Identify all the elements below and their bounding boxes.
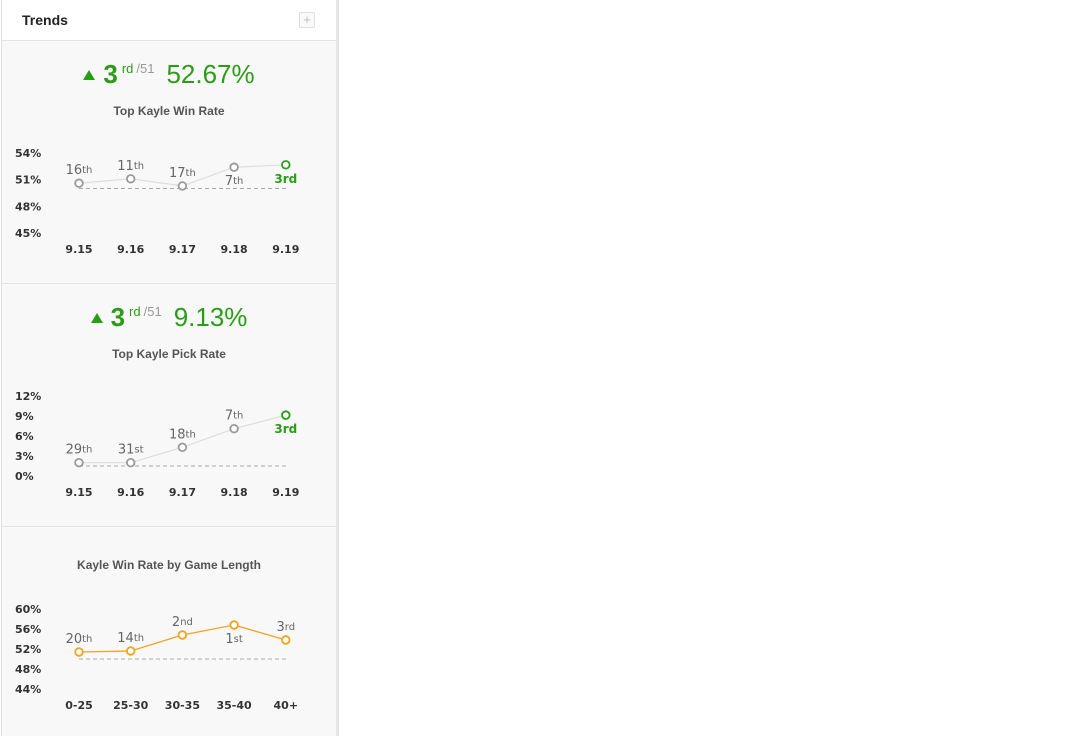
x-tick-label: 30-35 [165, 699, 200, 712]
win-rate-value: 52.67% [166, 59, 255, 89]
rank-total: /51 [143, 304, 162, 319]
rank-label: 7th [225, 174, 244, 189]
y-tick-label: 52% [15, 643, 41, 656]
win-rate-chart: 54% 51% 48% 45% 9.15 9.16 9.17 9.18 9.19 16th 11th… [15, 147, 299, 256]
rank-number: 3 [103, 59, 118, 89]
pick-rate-chart: 12% 9% 6% 3% 0% 9.15 9.16 9.17 9.18 9.19 29th 31st 1… [15, 390, 299, 499]
y-tick-label: 9% [15, 410, 34, 423]
data-point[interactable] [281, 635, 291, 645]
data-point[interactable] [229, 423, 239, 434]
rank-total: /51 [136, 61, 155, 76]
data-point[interactable] [229, 162, 239, 172]
rank-label: 3rd [274, 422, 297, 436]
rank-label: 3rd [277, 620, 296, 635]
x-tick-label: 9.19 [272, 486, 299, 499]
y-tick-label: 3% [15, 450, 34, 463]
data-point[interactable] [74, 457, 84, 468]
rank-label: 1st [225, 632, 242, 647]
data-point[interactable] [74, 647, 84, 657]
rank-label: 20th [66, 632, 93, 647]
series-line-segment [130, 446, 183, 464]
up-arrow-icon [83, 70, 96, 80]
series-line-segment [182, 428, 235, 448]
x-tick-label: 0-25 [65, 699, 93, 712]
panel-header: Trends + [2, 0, 336, 41]
data-point[interactable] [281, 410, 291, 420]
data-point[interactable] [229, 620, 239, 630]
y-tick-label: 56% [15, 623, 41, 636]
game-length-section: Kayle Win Rate by Game Length 60% 56% 52% 4… [2, 527, 336, 736]
data-point[interactable] [177, 181, 188, 191]
rank-label: 18th [169, 427, 196, 442]
game-length-chart: 60% 56% 52% 48% 44% 0-25 25-30 30-35 35-40 40+ 20t… [15, 603, 299, 712]
series-line-segment [78, 650, 131, 653]
y-tick-label: 54% [15, 147, 41, 160]
x-tick-label: 9.16 [117, 243, 144, 256]
series-line-segment [182, 166, 235, 187]
data-point[interactable] [281, 160, 291, 170]
rank-number: 3 [110, 302, 126, 332]
rank-label: 2nd [172, 615, 193, 630]
y-tick-label: 48% [15, 663, 41, 676]
rank-label: 17th [169, 166, 196, 181]
x-tick-label: 9.16 [117, 486, 144, 499]
x-tick-label: 9.17 [169, 486, 196, 499]
pick-rate-value: 9.13% [173, 302, 248, 332]
series-line-segment [182, 624, 235, 636]
y-tick-label: 48% [15, 200, 41, 213]
panel-title: Trends [22, 12, 68, 28]
data-point[interactable] [177, 442, 188, 453]
chart-title: Top Kayle Win Rate [113, 104, 225, 118]
rank-suffix: rd [121, 61, 134, 76]
rank-label: 3rd [274, 172, 297, 186]
x-tick-label: 9.15 [65, 243, 92, 256]
y-tick-label: 12% [15, 390, 41, 403]
x-tick-label: 25-30 [113, 699, 149, 712]
x-tick-label: 40+ [274, 699, 299, 712]
data-point[interactable] [125, 457, 136, 468]
y-tick-label: 60% [15, 603, 41, 616]
series-line-segment [234, 164, 286, 168]
data-point[interactable] [125, 174, 136, 184]
series-line-segment [130, 634, 183, 652]
y-tick-label: 0% [15, 470, 34, 483]
rank-label: 29th [66, 443, 93, 458]
y-tick-label: 45% [15, 227, 41, 240]
data-point[interactable] [125, 646, 136, 656]
rank-label: 16th [66, 163, 93, 178]
x-tick-label: 9.17 [169, 243, 196, 256]
series-line-segment [233, 624, 286, 641]
chart-title: Kayle Win Rate by Game Length [77, 558, 261, 572]
x-tick-label: 9.18 [221, 243, 248, 256]
data-point[interactable] [74, 178, 84, 188]
rank-label: 7th [225, 409, 244, 424]
x-tick-label: 35-40 [217, 699, 253, 712]
data-point[interactable] [177, 630, 188, 640]
series-line-segment [78, 178, 131, 184]
x-tick-label: 9.19 [272, 243, 299, 256]
y-tick-label: 44% [15, 683, 41, 696]
y-tick-label: 51% [15, 174, 41, 187]
rank-suffix: rd [129, 304, 141, 319]
rank-label: 31st [118, 443, 144, 458]
rank-label: 11th [117, 159, 144, 174]
chart-title: Top Kayle Pick Rate [112, 347, 226, 361]
x-tick-label: 9.15 [65, 486, 92, 499]
rank-label: 14th [117, 631, 144, 646]
series-line-segment [130, 178, 183, 187]
up-arrow-icon [90, 313, 103, 323]
x-tick-label: 9.18 [221, 486, 248, 499]
plus-icon[interactable]: + [299, 12, 315, 28]
series-line-segment [233, 414, 286, 430]
y-tick-label: 6% [15, 430, 34, 443]
